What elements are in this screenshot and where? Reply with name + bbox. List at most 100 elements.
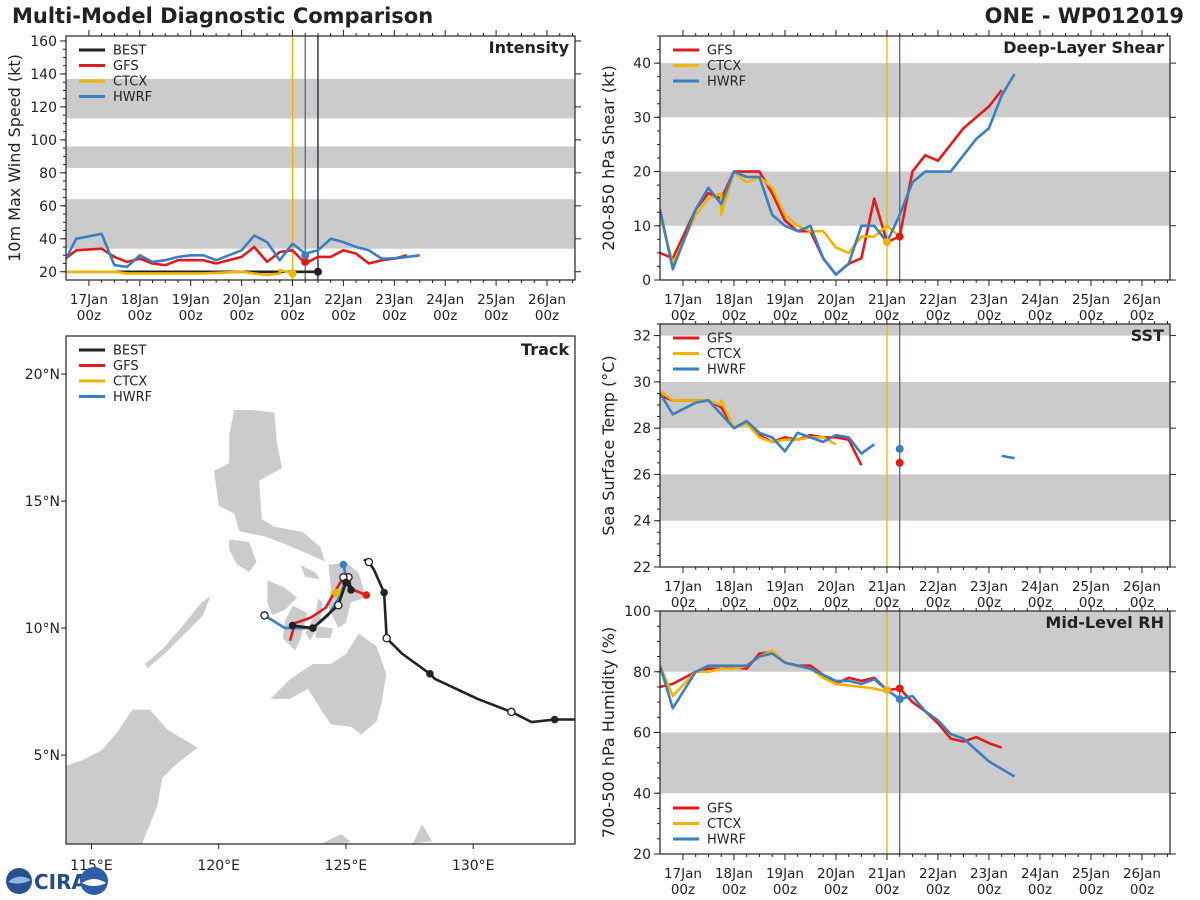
sst-band (660, 474, 1170, 521)
sst-x-tick-sub: 00z (1130, 595, 1154, 611)
rh-x-tick-label: 21Jan (868, 866, 906, 882)
track-marker-best (550, 715, 559, 724)
sst-title: SST (1131, 326, 1164, 345)
rh-line-hwrf (660, 652, 1016, 778)
rh-x-tick-sub: 00z (926, 882, 950, 898)
sst-x-tick-label: 20Jan (817, 579, 855, 595)
shear-x-tick-sub: 00z (671, 308, 695, 324)
sst-y-tick-label: 28 (633, 421, 651, 437)
legend-label-best: BEST (113, 44, 146, 59)
sst-marker-gfs (895, 458, 904, 467)
legend-label-hwrf: HWRF (707, 833, 746, 848)
track-y-tick-label: 10°N (25, 621, 60, 637)
track-marker-gfs (362, 591, 371, 599)
shear-x-tick-label: 20Jan (817, 292, 855, 308)
rh-x-tick-label: 25Jan (1072, 866, 1110, 882)
shear-y-tick-label: 30 (633, 110, 651, 126)
rh-x-tick-sub: 00z (1130, 882, 1154, 898)
track-marker-ctcx (331, 588, 340, 597)
rh-x-tick-label: 17Jan (664, 866, 702, 882)
globe-swirl (8, 876, 31, 884)
rh-title: Mid-Level RH (1045, 613, 1164, 632)
legend-label-ctcx: CTCX (707, 59, 741, 74)
shear-x-tick-sub: 00z (1130, 308, 1154, 324)
sst-x-tick-sub: 00z (977, 595, 1001, 611)
sst-marker-hwrf (895, 444, 904, 453)
shear-x-tick-label: 18Jan (715, 292, 753, 308)
intensity-y-tick-label: 120 (30, 100, 57, 116)
intensity-x-tick-label: 25Jan (477, 292, 515, 308)
intensity-marker-ctcx (288, 269, 297, 278)
intensity-marker-gfs (301, 257, 310, 266)
rh-x-tick-sub: 00z (1028, 882, 1052, 898)
track-x-tick-label: 130°E (452, 858, 495, 874)
rh-marker-hwrf (895, 695, 904, 704)
sst-y-tick-label: 24 (633, 514, 651, 530)
intensity-band (66, 78, 575, 119)
sst-band (660, 381, 1170, 429)
sst-line-hwrf (660, 392, 875, 455)
intensity-x-tick-label: 17Jan (70, 292, 108, 308)
rh-x-tick-sub: 00z (671, 882, 695, 898)
intensity-x-tick-label: 22Jan (324, 292, 362, 308)
land-mass (228, 538, 258, 573)
intensity-y-tick-label: 140 (30, 67, 57, 83)
track-marker-best (309, 624, 317, 632)
shear-x-tick-sub: 00z (926, 308, 950, 324)
track-x-tick-label: 120°E (197, 858, 240, 874)
rh-x-tick-sub: 00z (977, 882, 1001, 898)
intensity-x-tick-sub: 00z (179, 308, 203, 324)
intensity-x-tick-label: 23Jan (375, 292, 413, 308)
land-mass (327, 561, 367, 629)
land-mass (315, 625, 334, 639)
sst-x-tick-label: 19Jan (766, 579, 804, 595)
track-map-group (66, 409, 575, 844)
sst-ylabel: Sea Surface Temp (°C) (599, 355, 618, 535)
land-mass (213, 409, 327, 563)
shear-x-tick-sub: 00z (722, 308, 746, 324)
intensity-title: Intensity (489, 38, 570, 57)
shear-x-tick-label: 17Jan (664, 292, 702, 308)
sst-line-ctcx (660, 390, 837, 446)
legend-label-ctcx: CTCX (113, 375, 147, 390)
legend-label-ctcx: CTCX (113, 75, 147, 90)
rh-ylabel: 700-500 hPa Humidity (%) (599, 627, 618, 838)
legend-label-gfs: GFS (113, 59, 139, 74)
intensity-x-tick-sub: 00z (535, 308, 559, 324)
rh-x-tick-sub: 00z (824, 882, 848, 898)
legend-label-ctcx: CTCX (707, 347, 741, 362)
intensity-x-tick-sub: 00z (128, 308, 152, 324)
legend-label-hwrf: HWRF (707, 363, 746, 378)
intensity-x-tick-sub: 00z (77, 308, 101, 324)
intensity-x-tick-label: 20Jan (223, 292, 261, 308)
sst-x-tick-label: 21Jan (868, 579, 906, 595)
shear-marker-ctcx (882, 238, 891, 247)
sst-y-tick-label: 22 (633, 560, 651, 576)
shear-line-ctcx (660, 170, 901, 265)
rh-x-tick-label: 22Jan (919, 866, 957, 882)
shear-y-tick-label: 40 (633, 56, 651, 72)
land-mass (266, 579, 299, 616)
shear-x-tick-sub: 00z (1079, 308, 1103, 324)
rh-x-tick-sub: 00z (773, 882, 797, 898)
intensity-y-tick-label: 80 (39, 166, 57, 182)
rh-x-tick-sub: 00z (722, 882, 746, 898)
shear-x-tick-sub: 00z (977, 308, 1001, 324)
rh-x-tick-label: 26Jan (1123, 866, 1161, 882)
shear-title: Deep-Layer Shear (1003, 38, 1164, 57)
rh-y-tick-label: 60 (633, 726, 651, 742)
intensity-y-tick-label: 20 (39, 265, 57, 281)
rh-x-tick-sub: 00z (875, 882, 899, 898)
page-title: Multi-Model Diagnostic Comparison (12, 4, 434, 28)
intensity-y-tick-label: 40 (39, 232, 57, 248)
shear-marker-gfs (895, 232, 904, 241)
intensity-ylabel: 10m Max Wind Speed (kt) (5, 54, 24, 262)
shear-x-tick-label: 19Jan (766, 292, 804, 308)
shear-ylabel: 200-850 hPa Shear (kt) (599, 65, 618, 251)
land-mass (411, 823, 433, 844)
legend-label-gfs: GFS (707, 332, 733, 347)
track-title: Track (521, 340, 569, 359)
intensity-band (66, 199, 575, 249)
sst-x-tick-label: 22Jan (919, 579, 957, 595)
